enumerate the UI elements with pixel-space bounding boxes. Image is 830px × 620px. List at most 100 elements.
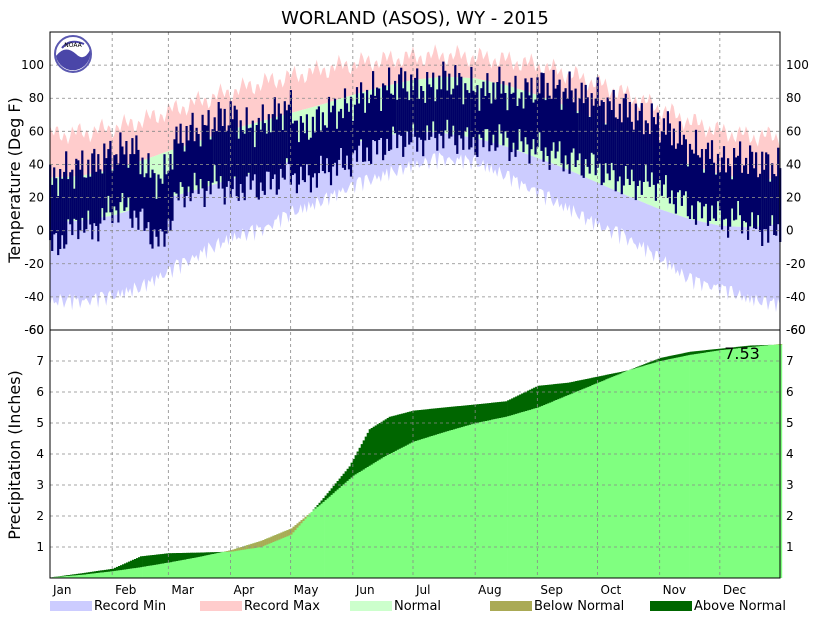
observed-temperature-bar (207, 110, 210, 181)
normal-precip-column (735, 348, 739, 578)
normal-precip-column (350, 477, 353, 578)
above-normal-column (581, 379, 584, 390)
normal-precip-column (328, 496, 331, 578)
observed-temperature-bar (584, 84, 587, 160)
normal-precip-column (310, 511, 313, 578)
above-normal-column (170, 553, 173, 563)
above-normal-column (537, 385, 540, 408)
observed-temperature-bar (101, 173, 104, 209)
above-normal-column (731, 347, 735, 349)
normal-precip-column (246, 545, 249, 578)
normal-precip-column (751, 346, 755, 578)
observed-temperature-bar (737, 155, 740, 201)
normal-precip-column (699, 353, 702, 579)
above-normal-column (354, 455, 357, 475)
observed-temperature-bar (733, 148, 736, 221)
below-normal-column (262, 540, 265, 547)
observed-temperature-bar (430, 87, 433, 137)
observed-temperature-bar (121, 146, 124, 193)
normal-precip-column (743, 347, 747, 578)
normal-precip-column (83, 574, 87, 578)
above-normal-column (713, 349, 716, 352)
above-normal-column (394, 415, 398, 451)
above-normal-column (687, 352, 690, 356)
normal-precip-column (685, 355, 688, 578)
above-normal-column (609, 374, 612, 378)
normal-precip-column (198, 556, 201, 578)
above-normal-column (665, 356, 668, 360)
above-normal-column (350, 462, 353, 478)
above-normal-column (669, 355, 672, 359)
above-normal-column (364, 436, 368, 469)
observed-temperature-bar (227, 125, 230, 182)
above-normal-column (138, 557, 141, 568)
normal-precip-column (372, 463, 376, 578)
normal-precip-column (170, 562, 173, 578)
normal-precip-column (641, 366, 644, 578)
normal-precip-column (703, 352, 706, 578)
above-normal-column (603, 375, 606, 381)
normal-precip-column (430, 436, 434, 578)
normal-precip-column (178, 560, 181, 578)
above-normal-column (204, 552, 207, 556)
observed-temperature-bar (504, 93, 507, 132)
observed-temperature-bar (151, 169, 154, 249)
observed-temperature-bar (763, 169, 766, 230)
normal-precip-column (705, 352, 708, 578)
normal-precip-column (248, 544, 251, 578)
normal-precip-column (729, 349, 733, 578)
normal-precip-column (370, 464, 374, 578)
above-normal-column (326, 493, 329, 499)
observed-temperature-bar (672, 128, 675, 205)
observed-temperature-bar (747, 173, 750, 240)
above-normal-column (214, 552, 217, 554)
above-normal-column (651, 361, 654, 364)
above-normal-column (140, 556, 143, 568)
normal-precip-column (659, 361, 662, 578)
normal-precip-column (517, 413, 520, 578)
normal-precip-column (234, 548, 237, 578)
normal-precip-column (777, 344, 781, 578)
observed-temperature-bar (147, 153, 150, 223)
observed-temperature-bar (163, 154, 166, 247)
below-normal-column (290, 528, 293, 535)
observed-temperature-bar (337, 111, 341, 160)
observed-temperature-bar (89, 176, 92, 225)
observed-temperature-bar (265, 133, 268, 172)
normal-precip-column (59, 576, 63, 578)
normal-precip-column (230, 550, 233, 578)
above-normal-column (402, 413, 406, 447)
observed-temperature-bar (243, 133, 246, 201)
normal-precip-column (693, 354, 696, 578)
above-normal-column (509, 399, 512, 416)
observed-temperature-bar (540, 72, 543, 151)
above-normal-column (404, 412, 408, 446)
above-normal-column (93, 571, 97, 574)
observed-temperature-bar (384, 85, 387, 155)
above-normal-column (751, 345, 755, 347)
normal-precip-column (567, 395, 570, 578)
observed-temperature-bar (239, 120, 242, 184)
observed-temperature-bar (271, 114, 274, 179)
below-normal-column (302, 518, 305, 521)
normal-precip-column (398, 448, 402, 578)
normal-precip-column (769, 345, 773, 578)
normal-precip-column (719, 350, 722, 578)
normal-precip-column (122, 569, 125, 578)
above-normal-column (735, 346, 739, 349)
observed-temperature-bar (217, 102, 220, 189)
observed-temperature-bar (370, 94, 373, 164)
observed-temperature-bar (753, 168, 756, 229)
normal-precip-column (468, 424, 472, 578)
observed-temperature-bar (767, 154, 770, 243)
observed-temperature-bar (664, 134, 667, 176)
normal-precip-column (110, 571, 113, 578)
normal-precip-column (57, 576, 61, 578)
normal-precip-column (519, 412, 522, 578)
above-normal-column (521, 393, 524, 413)
normal-precip-column (154, 564, 157, 578)
normal-precip-column (254, 542, 257, 578)
below-normal-column (234, 548, 237, 552)
normal-precip-column (763, 345, 767, 578)
normal-precip-column (491, 419, 494, 578)
